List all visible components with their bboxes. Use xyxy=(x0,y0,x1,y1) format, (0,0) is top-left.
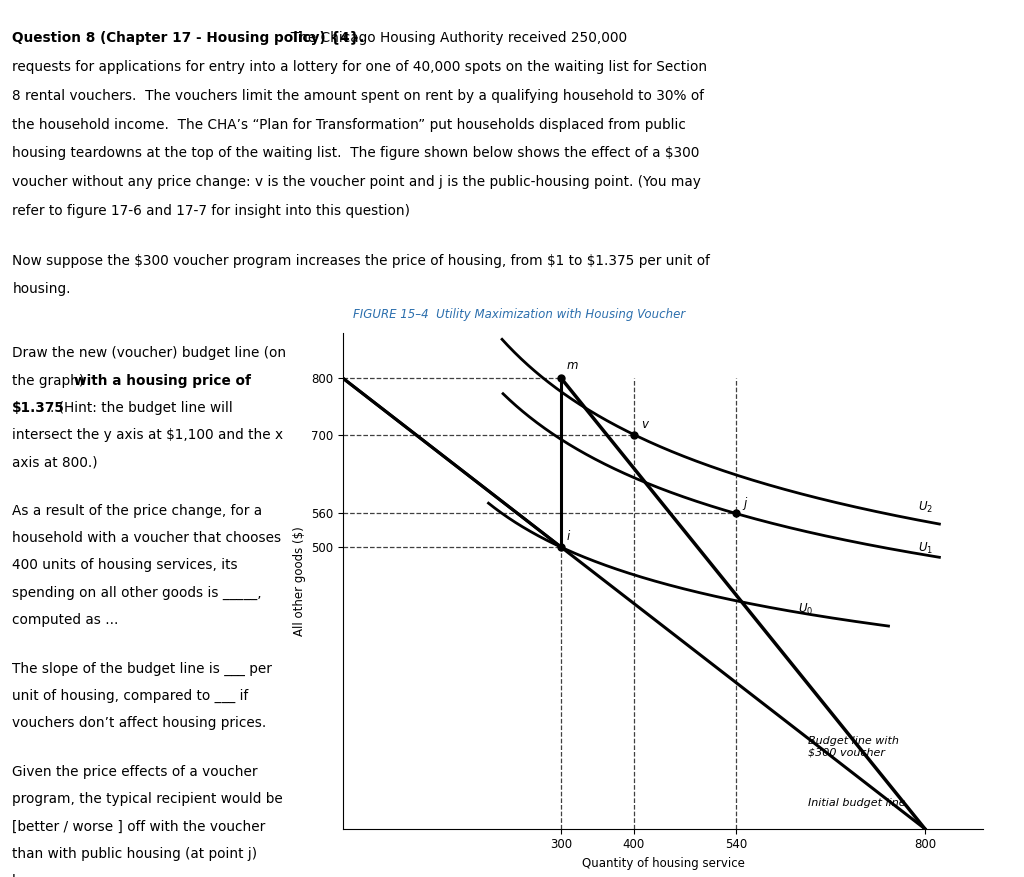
Text: FIGURE 15–4  Utility Maximization with Housing Voucher: FIGURE 15–4 Utility Maximization with Ho… xyxy=(353,308,685,321)
Text: program, the typical recipient would be: program, the typical recipient would be xyxy=(12,792,283,806)
Text: 400 units of housing services, its: 400 units of housing services, its xyxy=(12,559,238,573)
Text: housing.: housing. xyxy=(12,282,71,296)
Text: because ...: because ... xyxy=(12,873,87,877)
Text: $U_2$: $U_2$ xyxy=(918,500,933,516)
Text: than with public housing (at point j): than with public housing (at point j) xyxy=(12,846,257,860)
Text: 8 rental vouchers.  The vouchers limit the amount spent on rent by a qualifying : 8 rental vouchers. The vouchers limit th… xyxy=(12,89,705,103)
Text: with a housing price of: with a housing price of xyxy=(74,374,251,388)
Text: The Chicago Housing Authority received 250,000: The Chicago Housing Authority received 2… xyxy=(282,31,627,45)
Text: The slope of the budget line is ___ per: The slope of the budget line is ___ per xyxy=(12,662,272,676)
Text: As a result of the price change, for a: As a result of the price change, for a xyxy=(12,504,262,518)
Text: requests for applications for entry into a lottery for one of 40,000 spots on th: requests for applications for entry into… xyxy=(12,60,708,74)
Text: [better / worse ] off with the voucher: [better / worse ] off with the voucher xyxy=(12,819,265,833)
Text: household with a voucher that chooses: household with a voucher that chooses xyxy=(12,531,282,545)
Text: voucher without any price change: v is the voucher point and j is the public-hou: voucher without any price change: v is t… xyxy=(12,175,701,189)
Text: computed as ...: computed as ... xyxy=(12,613,119,627)
Text: Initial budget line: Initial budget line xyxy=(809,798,906,809)
Text: Question 8 (Chapter 17 - Housing policy) {4}.: Question 8 (Chapter 17 - Housing policy)… xyxy=(12,31,365,45)
Text: $U_0$: $U_0$ xyxy=(798,602,813,617)
Text: the graph): the graph) xyxy=(12,374,89,388)
Text: . (Hint: the budget line will: . (Hint: the budget line will xyxy=(50,401,233,415)
Text: axis at 800.): axis at 800.) xyxy=(12,455,98,469)
Text: housing teardowns at the top of the waiting list.  The figure shown below shows : housing teardowns at the top of the wait… xyxy=(12,146,699,160)
Text: Draw the new (voucher) budget line (on: Draw the new (voucher) budget line (on xyxy=(12,346,287,360)
Text: intersect the y axis at $1,100 and the x: intersect the y axis at $1,100 and the x xyxy=(12,428,284,442)
Text: the household income.  The CHA’s “Plan for Transformation” put households displa: the household income. The CHA’s “Plan fo… xyxy=(12,118,686,132)
Text: vouchers don’t affect housing prices.: vouchers don’t affect housing prices. xyxy=(12,717,266,731)
Text: j: j xyxy=(743,496,746,510)
Text: v: v xyxy=(641,417,648,431)
X-axis label: Quantity of housing service: Quantity of housing service xyxy=(582,857,744,870)
Text: $U_1$: $U_1$ xyxy=(918,541,933,556)
Text: i: i xyxy=(567,531,570,543)
Text: m: m xyxy=(567,359,579,372)
Y-axis label: All other goods ($): All other goods ($) xyxy=(293,526,305,636)
Text: spending on all other goods is _____,: spending on all other goods is _____, xyxy=(12,586,266,600)
Text: Given the price effects of a voucher: Given the price effects of a voucher xyxy=(12,765,258,779)
Text: Budget line with
$300 voucher: Budget line with $300 voucher xyxy=(809,737,899,758)
Text: Now suppose the $300 voucher program increases the price of housing, from $1 to : Now suppose the $300 voucher program inc… xyxy=(12,253,711,267)
Text: unit of housing, compared to ___ if: unit of housing, compared to ___ if xyxy=(12,689,249,703)
Text: $1.375: $1.375 xyxy=(12,401,66,415)
Text: refer to figure 17-6 and 17-7 for insight into this question): refer to figure 17-6 and 17-7 for insigh… xyxy=(12,204,411,218)
